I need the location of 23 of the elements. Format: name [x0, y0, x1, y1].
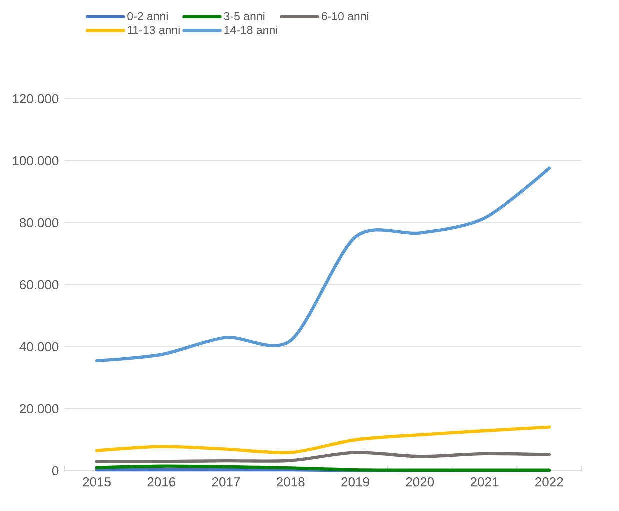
- legend-label: 11-13 anni: [128, 26, 180, 34]
- y-tick-label: 20.000: [20, 404, 59, 414]
- line-series: [95, 166, 551, 363]
- x-tick-label: 2017: [212, 478, 240, 487]
- x-tick-label: 2020: [406, 478, 434, 487]
- x-tick-label: 2016: [148, 478, 176, 487]
- legend-label: 6-10 anni: [322, 12, 369, 20]
- y-tick-label: 40.000: [20, 342, 59, 352]
- x-tick-label: 2015: [83, 478, 111, 487]
- x-tick-label: 2021: [470, 478, 499, 487]
- legend-label: 3-5 anni: [224, 12, 265, 20]
- y-tick-label: 60.000: [20, 280, 59, 290]
- x-tick-label: 2018: [277, 478, 305, 487]
- y-tick-label: 0: [52, 466, 59, 476]
- legend-label: 14-18 anni: [224, 26, 278, 34]
- y-tick-label: 120.000: [13, 94, 59, 104]
- line-series: [95, 426, 551, 455]
- legend-label: 0-2 anni: [128, 12, 168, 20]
- y-tick-label: 100.000: [13, 156, 59, 166]
- y-tick-label: 80.000: [20, 218, 59, 228]
- x-tick-label: 2022: [536, 478, 564, 487]
- line-series: [95, 451, 551, 464]
- x-tick-label: 2019: [342, 478, 370, 487]
